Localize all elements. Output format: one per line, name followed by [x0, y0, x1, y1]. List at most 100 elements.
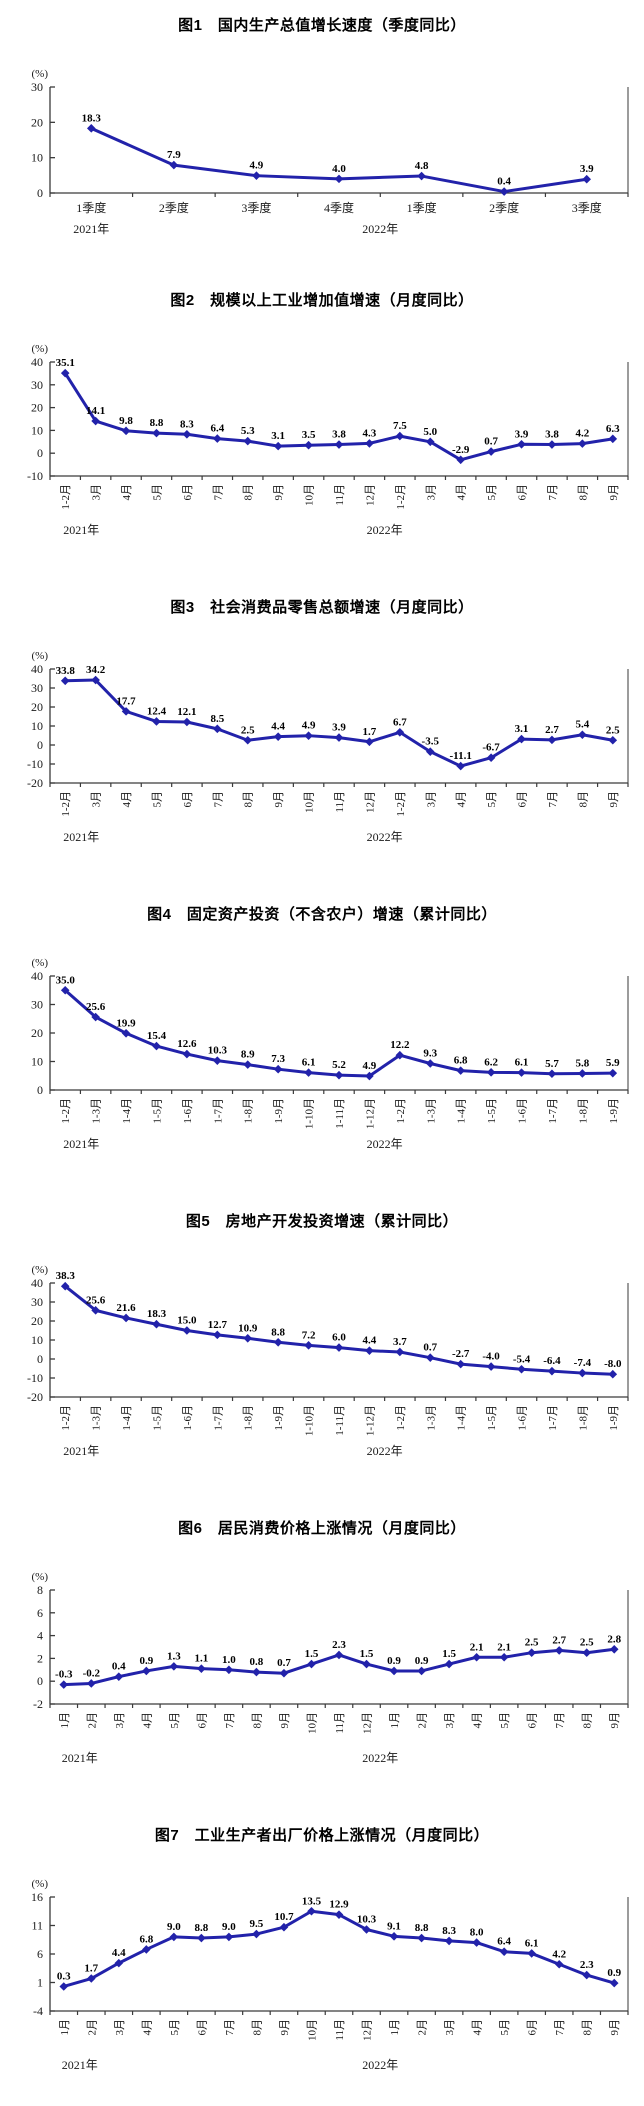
data-point-marker: [472, 1652, 481, 1662]
y-tick-label: 40: [31, 662, 43, 676]
data-point-marker: [59, 1982, 69, 1991]
data-point-marker: [395, 727, 405, 737]
data-point-label: 6.1: [515, 1057, 529, 1069]
data-point-label: 6.7: [393, 716, 407, 728]
x-tick-label: 6月: [517, 791, 529, 808]
data-point-label: 6.3: [606, 423, 620, 435]
data-point-marker: [365, 1071, 374, 1081]
data-point-marker: [224, 1665, 234, 1675]
data-point-marker: [456, 1066, 465, 1075]
data-point-label: 7.2: [302, 1329, 316, 1341]
data-point-marker: [307, 1659, 316, 1669]
y-tick-label: -4: [33, 2004, 43, 2018]
data-point-label: 8.5: [210, 713, 224, 725]
data-point-label: 6.1: [525, 1937, 539, 1949]
data-point-label: 6.4: [210, 423, 224, 435]
year-label: 2022年: [367, 1137, 403, 1151]
data-point-marker: [425, 747, 435, 756]
data-point-marker: [608, 1068, 618, 1078]
data-point-label: 0.4: [112, 1661, 126, 1673]
data-point-marker: [517, 1068, 526, 1077]
x-tick-label: 1-3月: [91, 1098, 103, 1124]
data-point-marker: [334, 1650, 344, 1660]
data-point-marker: [213, 1056, 222, 1065]
data-point-marker: [486, 1068, 496, 1077]
data-point-label: 1.1: [195, 1653, 209, 1665]
data-point-label: 1.5: [442, 1648, 456, 1660]
y-tick-label: 6: [37, 1947, 43, 1961]
data-point-marker: [486, 1362, 496, 1371]
data-point-label: -0.3: [55, 1669, 73, 1681]
year-label: 2021年: [62, 1751, 98, 1765]
data-point-marker: [608, 735, 618, 745]
data-point-label: 21.6: [116, 1302, 136, 1314]
x-tick-label: 9月: [273, 791, 285, 808]
chart-section-cpi: 图6 居民消费价格上涨情况（月度同比） -2 0 2 4 6 8 (%) 1月 2月 3月 4月 5月…: [0, 1473, 644, 1780]
data-point-marker: [279, 1922, 289, 1932]
x-tick-label: 1-6月: [182, 1098, 194, 1124]
chart-section-real-estate-investment: 图5 房地产开发投资增速（累计同比） -20 -10 0 10 20 30 40 (%) 1-2…: [0, 1166, 644, 1473]
data-point-label: 15.0: [177, 1315, 197, 1327]
x-tick-label: 3月: [91, 791, 103, 808]
data-point-marker: [152, 1319, 161, 1329]
x-tick-label: 3季度: [572, 200, 602, 215]
x-tick-label: 2季度: [489, 200, 519, 215]
x-tick-label: 7月: [547, 484, 559, 501]
x-tick-label: 1-2月: [395, 791, 407, 817]
data-point-marker: [91, 1306, 100, 1315]
data-point-label: 1.7: [363, 726, 377, 738]
x-tick-label: 9月: [279, 2019, 291, 2036]
data-point-label: 0.9: [139, 1655, 153, 1667]
data-point-marker: [114, 1672, 124, 1681]
data-point-marker: [273, 441, 283, 451]
x-tick-label: 1-6月: [182, 1405, 194, 1431]
data-point-marker: [169, 1932, 179, 1942]
year-label: 2021年: [63, 523, 99, 537]
data-point-marker: [608, 434, 618, 444]
data-point-label: 2.8: [607, 1633, 621, 1645]
data-point-marker: [304, 1068, 313, 1077]
data-point-marker: [213, 1330, 222, 1340]
x-tick-label: 1-9月: [608, 1098, 620, 1124]
x-tick-label: 3月: [91, 484, 103, 501]
chart-section-ppi: 图7 工业生产者出厂价格上涨情况（月度同比） -4 1 6 11 16 (%) 1月 2月 3月…: [0, 1780, 644, 2087]
data-point-label: 2.5: [525, 1637, 539, 1649]
data-point-label: -4.0: [482, 1351, 500, 1363]
data-point-label: 0.9: [607, 1967, 621, 1979]
data-point-marker: [86, 1974, 96, 1983]
data-point-label: 9.8: [119, 415, 133, 427]
x-tick-label: 5月: [499, 1712, 511, 1729]
data-point-marker: [243, 436, 253, 446]
data-point-marker: [91, 416, 100, 426]
data-point-marker: [547, 735, 557, 745]
data-point-marker: [444, 1936, 454, 1946]
data-point-label: 7.3: [271, 1053, 285, 1065]
data-point-marker: [304, 731, 313, 740]
data-point-label: 1.3: [167, 1650, 181, 1662]
data-point-label: 3.1: [515, 723, 529, 735]
year-label: 2022年: [367, 1444, 403, 1458]
x-tick-label: 2月: [417, 1712, 429, 1729]
data-point-label: 34.2: [86, 664, 106, 676]
retail-sales-line-chart: -20 -10 0 10 20 30 40(%) 1-2月 3月 4月 5月 6月 7月 8月 9月 10月 1…: [27, 650, 629, 844]
x-tick-label: 4月: [472, 1712, 484, 1729]
x-tick-label: 9月: [609, 1712, 621, 1729]
data-point-label: -5.4: [513, 1353, 531, 1365]
data-point-label: 9.0: [222, 1921, 236, 1933]
x-tick-label: 1-6月: [517, 1405, 529, 1431]
x-tick-label: 1-3月: [425, 1098, 437, 1124]
x-tick-label: 7月: [224, 1712, 236, 1729]
data-point-marker: [213, 434, 222, 443]
y-tick-label: 30: [31, 681, 43, 695]
data-point-label: 6.2: [484, 1056, 498, 1068]
x-tick-label: 1-8月: [243, 1098, 255, 1124]
data-point-label: 8.9: [241, 1049, 255, 1061]
year-label: 2021年: [63, 830, 99, 844]
x-tick-label: 8月: [577, 791, 589, 808]
data-point-marker: [499, 1652, 509, 1662]
x-tick-label: 4月: [456, 791, 468, 808]
x-tick-label: 10月: [304, 791, 316, 813]
data-point-label: 4.8: [415, 160, 429, 172]
data-point-label: 1.5: [305, 1648, 319, 1660]
x-tick-label: 1-3月: [425, 1405, 437, 1431]
